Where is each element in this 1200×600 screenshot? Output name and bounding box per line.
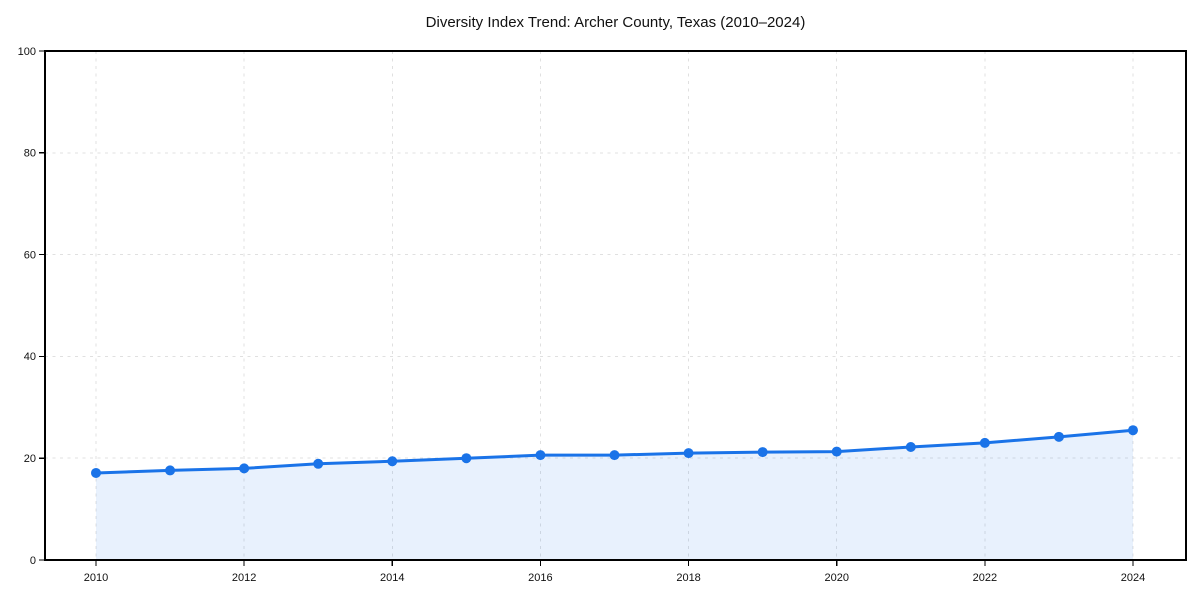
data-point (979, 437, 990, 448)
x-tick-label: 2014 (380, 572, 404, 584)
x-tick-label: 2010 (84, 572, 108, 584)
data-point (831, 446, 842, 457)
y-tick-label: 40 (24, 351, 36, 363)
data-point (239, 463, 250, 474)
data-point (535, 450, 546, 461)
data-point (461, 453, 472, 464)
data-point (91, 467, 101, 478)
data-point (1053, 431, 1064, 442)
y-tick-label: 60 (24, 249, 36, 261)
x-tick-label: 2020 (824, 572, 848, 584)
y-tick-label: 100 (18, 46, 36, 58)
area-fill (96, 430, 1133, 560)
data-point (905, 442, 916, 453)
x-tick-label: 2018 (676, 572, 700, 584)
data-point (387, 456, 398, 467)
data-point (1128, 425, 1138, 436)
data-point (313, 458, 324, 469)
x-tick-label: 2016 (528, 572, 552, 584)
chart-title: Diversity Index Trend: Archer County, Te… (425, 14, 806, 31)
data-point (757, 447, 768, 458)
x-tick-label: 2024 (1121, 572, 1145, 584)
y-tick-label: 20 (24, 453, 36, 465)
x-tick-label: 2012 (232, 572, 256, 584)
y-tick-label: 80 (24, 148, 36, 160)
data-point (165, 465, 176, 476)
data-point (609, 450, 620, 461)
plot-border (44, 50, 1187, 561)
data-point (683, 448, 694, 459)
y-tick-label: 0 (30, 555, 36, 567)
x-tick-label: 2022 (973, 572, 997, 584)
